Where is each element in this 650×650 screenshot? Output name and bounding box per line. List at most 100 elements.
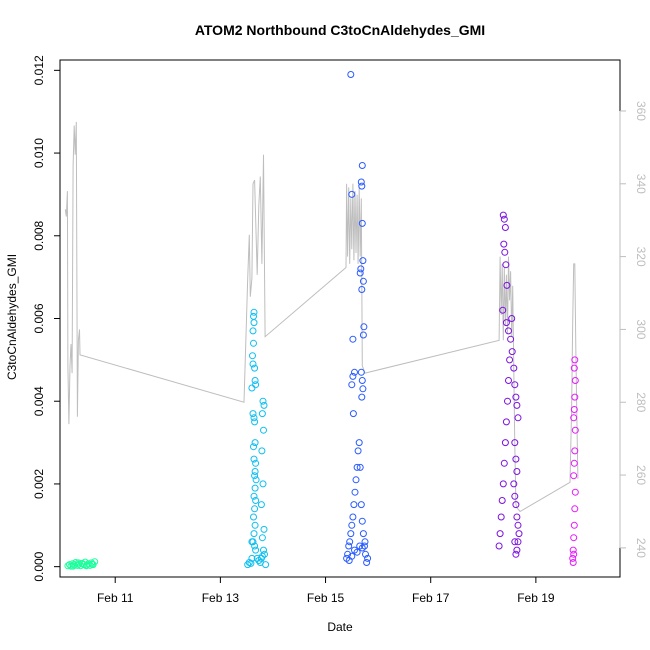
data-point [358,517,366,525]
y2-tick-label: 320 [634,247,648,267]
data-point [252,476,260,484]
y-tick-label: 0.002 [32,469,46,499]
y-tick-label: 0.008 [32,220,46,250]
data-point [257,501,265,509]
y2-tick-label: 340 [634,174,648,194]
x-tick-label: Feb 19 [517,591,555,605]
secondary-series-layer [64,121,579,513]
data-point [251,377,259,384]
data-point [364,554,372,562]
data-point [571,447,579,455]
data-point [74,559,82,567]
data-point [570,472,578,480]
data-point [249,538,257,546]
data-point [569,554,577,562]
data-point [356,463,364,471]
data-point [359,277,367,285]
data-point [361,542,368,550]
data-point [360,323,368,331]
data-point [502,418,510,426]
flight-points-group [569,356,579,566]
data-point [88,560,96,568]
data-point [349,335,357,343]
data-point [352,476,360,484]
flight-points-group [64,558,99,570]
data-point [497,513,505,521]
y-tick-label: 0.010 [32,138,46,168]
data-point [571,393,579,401]
data-point [347,530,355,538]
data-point [252,546,260,554]
data-point [358,219,366,227]
x-tick-label: Feb 13 [202,591,240,605]
data-point [571,377,579,384]
data-point [570,534,578,542]
data-point [353,548,361,556]
data-point [571,505,579,513]
data-point [252,497,260,504]
data-point [361,538,369,546]
data-point [515,530,523,538]
y2-tick-label: 240 [634,538,648,558]
data-point [514,414,522,422]
data-point [84,560,92,568]
data-point [359,530,367,538]
flight-points-group [343,71,372,566]
data-point [348,381,356,389]
data-point [250,443,257,451]
data-point [252,459,260,467]
data-point [505,377,512,384]
data-point [358,393,366,401]
data-point [508,315,516,322]
data-point [510,364,518,372]
data-point [249,410,257,418]
data-point [569,559,577,566]
data-point [251,418,259,426]
data-point [248,554,256,562]
data-point [258,534,266,542]
data-point [571,488,579,496]
data-point [251,521,259,529]
x-tick-label: Feb 15 [307,591,345,605]
data-point [250,492,258,500]
data-point [570,364,578,372]
y-tick-label: 0.000 [32,551,46,581]
data-point [358,162,366,169]
x-tick-label: Feb 17 [412,591,450,605]
data-point [348,552,356,560]
data-point [251,472,259,480]
data-point [353,463,361,471]
data-point [505,327,512,335]
data-point [259,480,267,488]
data-point [261,550,268,558]
data-point [250,319,258,327]
data-point [249,327,257,335]
x-tick-label: Feb 11 [97,591,134,605]
data-point [250,513,257,521]
data-point [500,215,508,223]
data-point [570,414,578,422]
data-point [502,261,510,269]
data-point [507,335,515,343]
data-point [513,513,521,521]
data-point [250,455,258,463]
data-point [570,550,578,558]
y2-tick-label: 300 [634,319,648,339]
data-point [251,439,259,447]
data-point [358,182,366,190]
data-point [512,550,520,558]
data-point [571,426,579,434]
flight-points-group [495,211,523,558]
data-point [500,240,508,248]
data-point [250,414,258,422]
data-point [570,406,578,413]
data-point [349,513,357,521]
y-tick-label: 0.006 [32,303,46,333]
data-point [506,356,514,364]
data-point [249,352,256,360]
data-point [513,546,521,554]
data-point [358,377,366,384]
data-point [351,488,359,496]
data-point [569,546,577,554]
data-point [512,393,520,401]
